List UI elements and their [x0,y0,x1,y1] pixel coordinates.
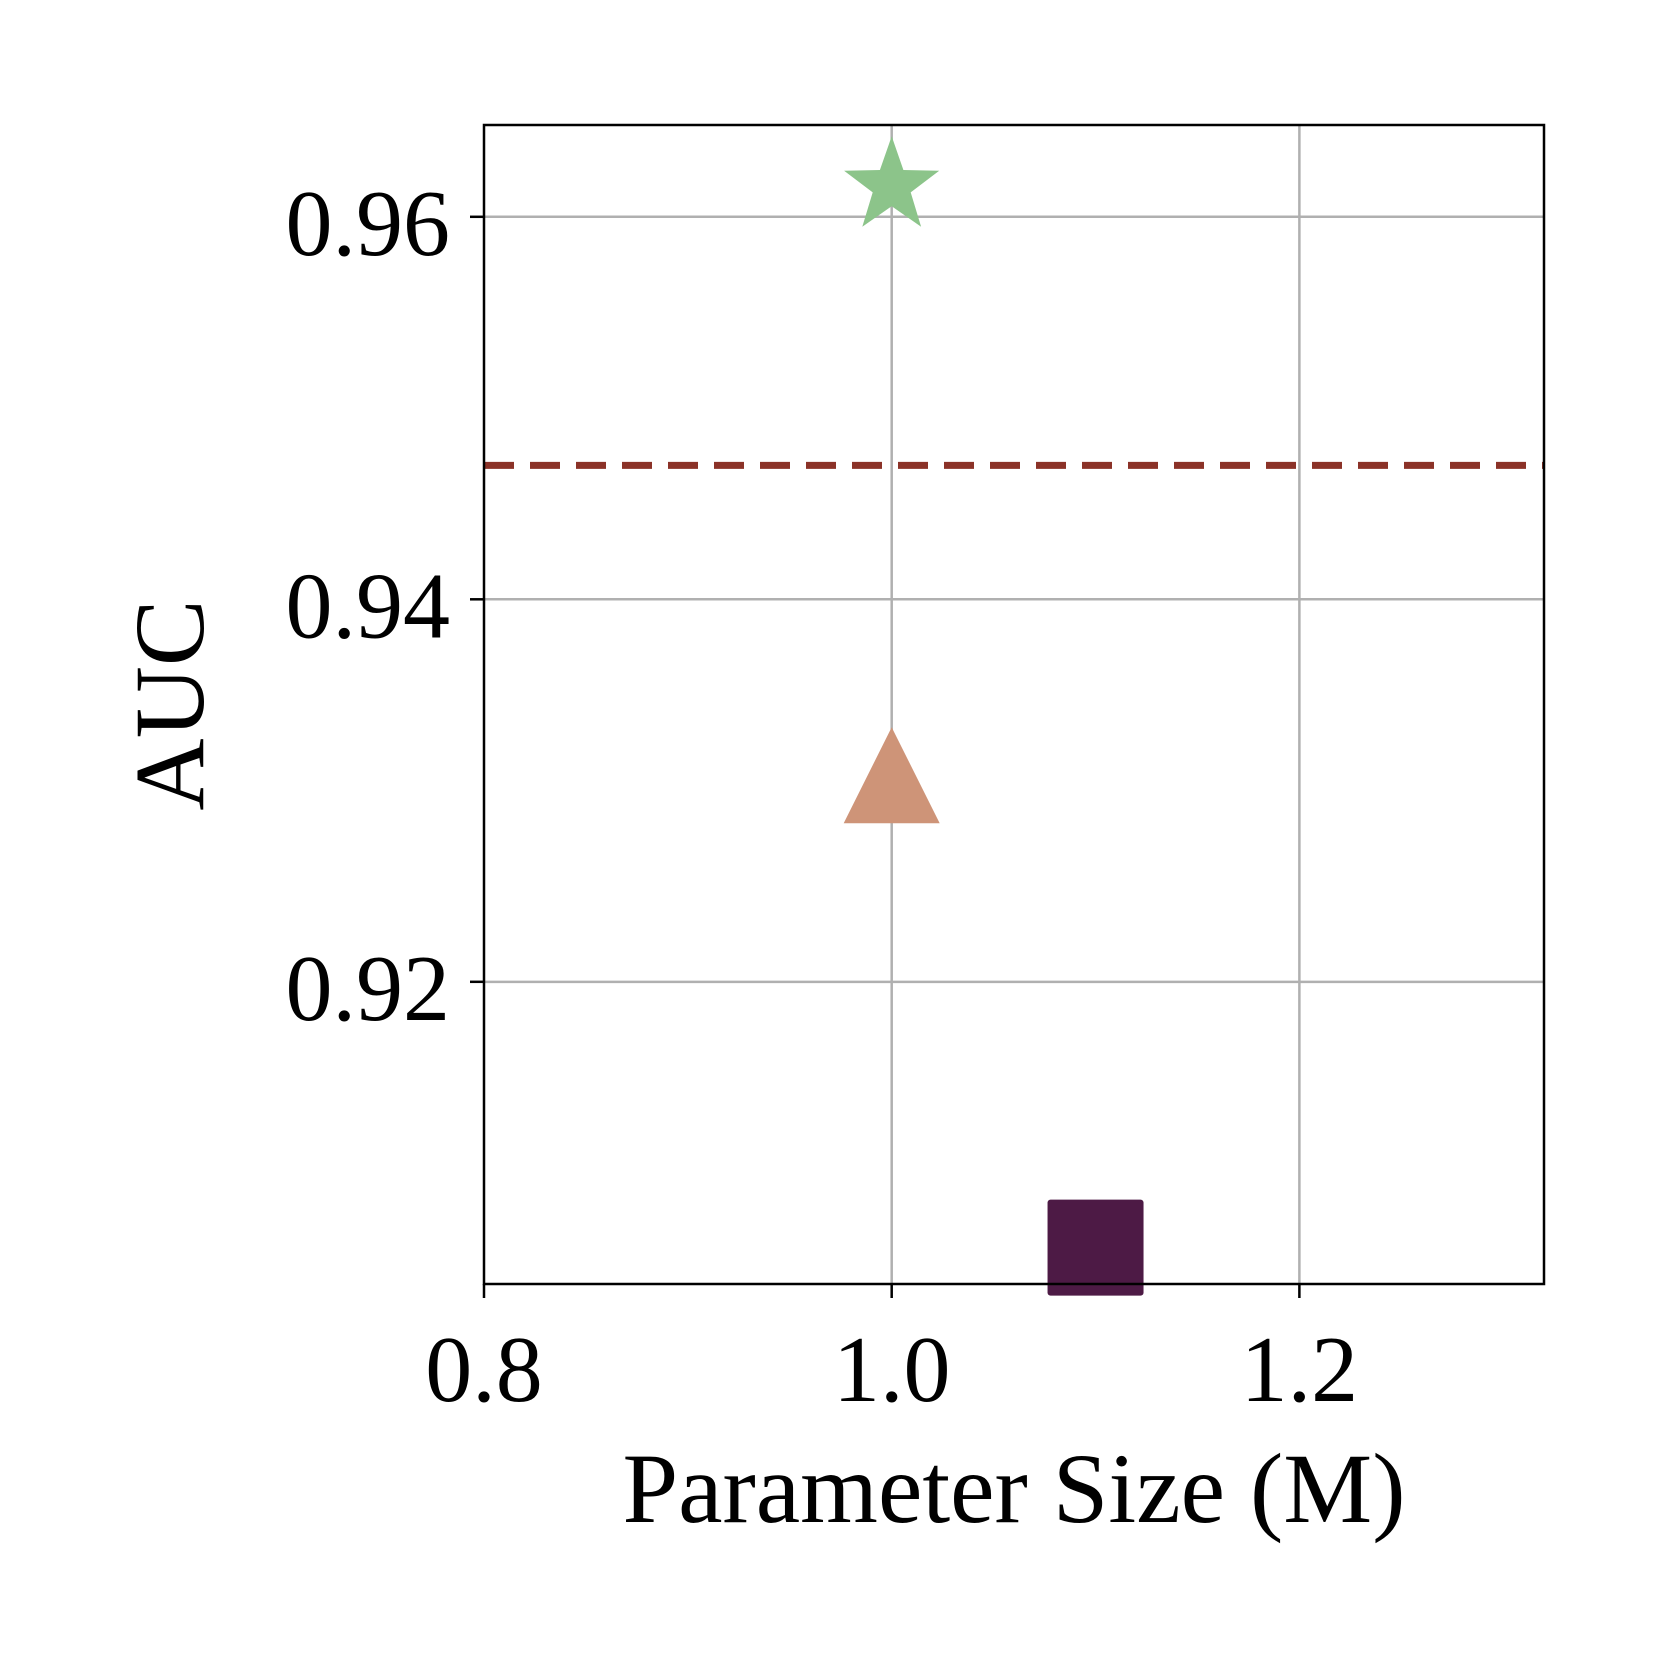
y-tick-label: 0.92 [286,937,451,1041]
x-tick-label: 0.8 [425,1318,543,1422]
y-axis-label: AUC [114,599,225,810]
y-tick-label: 0.96 [286,172,451,276]
triangle-marker [843,727,940,824]
ticks: 0.8 1.0 1.2 0.92 0.94 0.96 [286,172,1359,1422]
markers [843,136,1144,1296]
plot-frame [482,123,1546,1286]
x-axis-label: Parameter Size (M) [622,1433,1405,1544]
grid [484,125,1544,1284]
star-marker [844,136,940,227]
y-tick-label: 0.94 [286,554,451,658]
x-tick-label: 1.0 [833,1318,951,1422]
x-tick-label: 1.2 [1241,1318,1359,1422]
square-marker [1047,1199,1144,1296]
